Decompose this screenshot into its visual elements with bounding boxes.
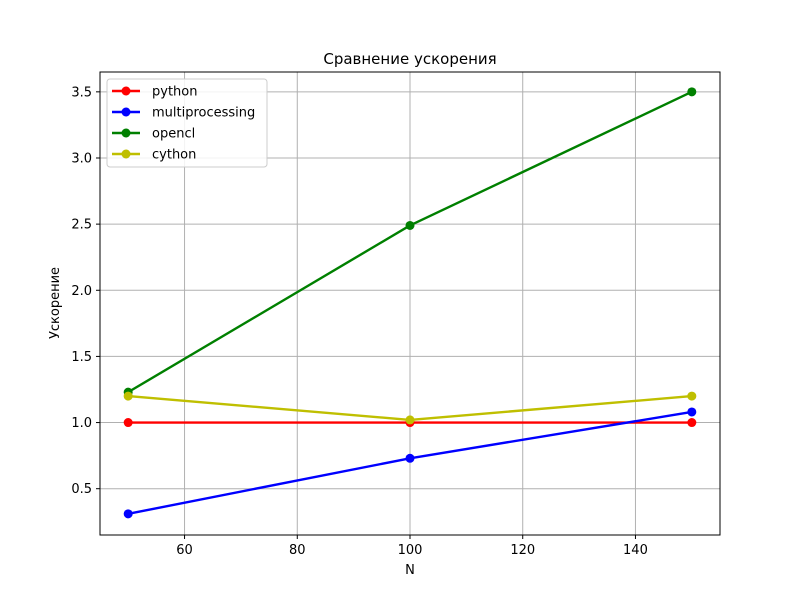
legend-swatch-marker [121, 149, 131, 159]
data-point-python [123, 418, 133, 428]
y-tick-label: 1.0 [71, 416, 92, 431]
data-point-cython [405, 415, 415, 425]
legend-item-multiprocessing: multiprocessing [112, 106, 255, 121]
legend-box [106, 78, 268, 168]
legend-label: opencl [152, 127, 195, 142]
legend-item-cython: cython [112, 148, 196, 163]
legend-label: multiprocessing [152, 106, 255, 121]
series-layer [123, 87, 697, 519]
y-tick-label: 3.0 [71, 151, 92, 166]
data-point-opencl [687, 87, 697, 97]
x-axis-label: N [405, 563, 415, 578]
y-tick-label: 0.5 [71, 482, 92, 497]
legend-item-opencl: opencl [112, 127, 195, 142]
legend-label: python [152, 85, 197, 100]
x-tick-label: 60 [176, 543, 193, 558]
y-tick-label: 2.0 [71, 284, 92, 299]
y-tick-label: 2.5 [71, 218, 92, 233]
x-tick-label: 100 [398, 543, 423, 558]
data-point-cython [123, 391, 133, 401]
data-point-multiprocessing [123, 509, 133, 519]
y-axis-ticks: 0.5 1.0 1.5 2.0 2.5 3.0 3.5 [71, 85, 100, 497]
x-tick-label: 80 [289, 543, 306, 558]
legend: python multiprocessing opencl cython [106, 78, 268, 168]
data-point-cython [687, 391, 697, 401]
y-axis-label: Ускорение [48, 267, 63, 339]
series-cython [123, 391, 697, 425]
y-tick-label: 3.5 [71, 85, 92, 100]
x-tick-label: 120 [510, 543, 535, 558]
legend-label: cython [152, 148, 196, 163]
legend-swatch-marker [121, 86, 131, 96]
legend-item-python: python [112, 85, 197, 100]
data-point-python [687, 418, 697, 428]
data-point-multiprocessing [687, 407, 697, 417]
y-tick-label: 1.5 [71, 350, 92, 365]
data-point-multiprocessing [405, 453, 415, 463]
legend-swatch-marker [121, 107, 131, 117]
x-axis-ticks: 60 80 100 120 140 [176, 535, 648, 558]
chart-title: Сравнение ускорения [323, 50, 496, 68]
series-multiprocessing [123, 407, 697, 519]
data-point-opencl [405, 220, 415, 230]
x-tick-label: 140 [623, 543, 648, 558]
legend-swatch-marker [121, 128, 131, 138]
